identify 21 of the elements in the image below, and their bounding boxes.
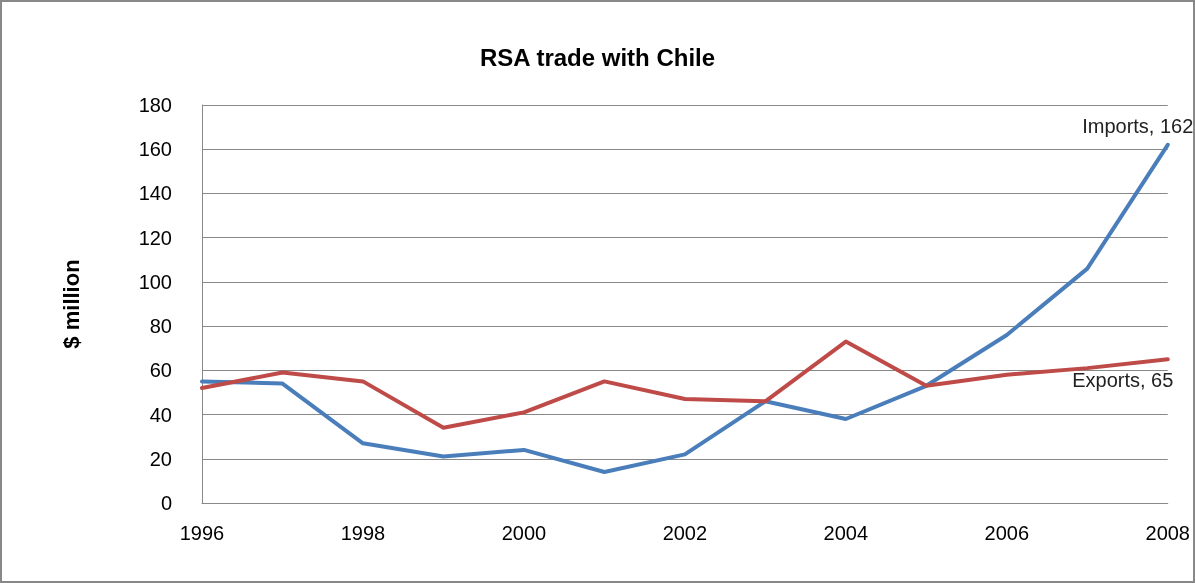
x-tick-label: 2006 — [984, 522, 1030, 544]
x-tick-label: 2002 — [662, 522, 708, 544]
y-tick-label: 180 — [138, 94, 172, 116]
y-axis-title: $ million — [58, 259, 84, 349]
x-tick-label: 1996 — [179, 522, 225, 544]
y-tick-label: 20 — [149, 447, 172, 470]
y-tick-label: 140 — [138, 182, 172, 205]
y-tick-label: 40 — [149, 403, 172, 426]
y-tick-label: 60 — [149, 359, 172, 382]
data-label: Exports, 65 — [1072, 369, 1174, 392]
y-tick-label: 120 — [138, 226, 172, 249]
y-tick-label: 80 — [149, 315, 172, 338]
y-tick-label: 0 — [160, 492, 172, 514]
data-label: Imports, 162 — [1082, 114, 1194, 137]
x-tick-label: 1998 — [340, 522, 386, 544]
chart-title: RSA trade with Chile — [479, 43, 716, 71]
x-tick-label: 2008 — [1145, 522, 1190, 544]
x-tick-label: 2000 — [501, 522, 547, 544]
y-tick-label: 100 — [138, 270, 172, 293]
x-tick-label: 2004 — [823, 522, 869, 544]
y-tick-label: 160 — [138, 138, 172, 161]
